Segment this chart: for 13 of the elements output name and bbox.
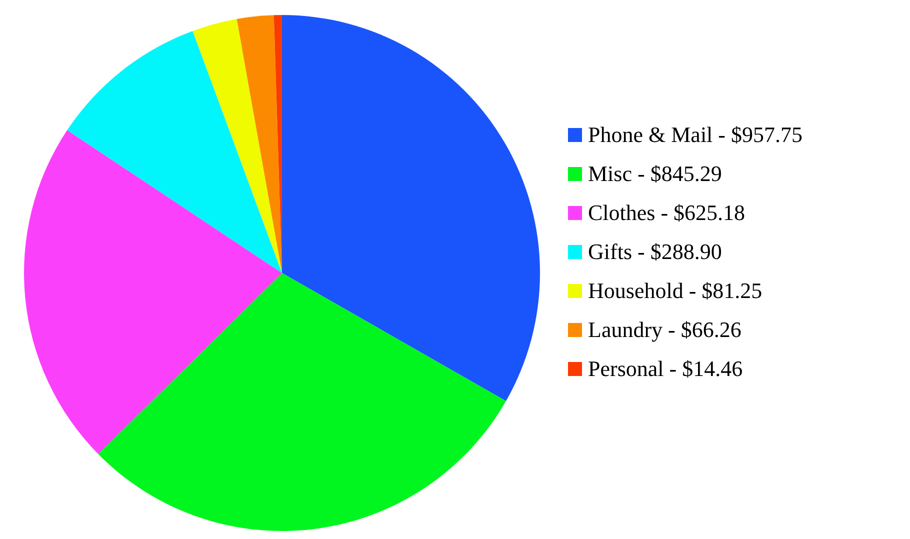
legend-label: Household - $81.25 [588,278,762,304]
legend-label: Personal - $14.46 [588,356,743,382]
pie-slice [98,273,506,531]
pie-slice [24,130,282,454]
legend-label: Laundry - $66.26 [588,316,742,342]
pie-slice [236,15,282,273]
pie-slice [192,18,282,273]
pie-slice [67,30,282,273]
legend-label: Phone & Mail - $957.75 [588,122,802,148]
pie-slice [282,15,540,402]
legend-label: Clothes - $625.18 [588,200,746,226]
legend-label: Misc - $845.29 [588,160,722,186]
legend-label: Gifts - $288.90 [588,238,722,264]
